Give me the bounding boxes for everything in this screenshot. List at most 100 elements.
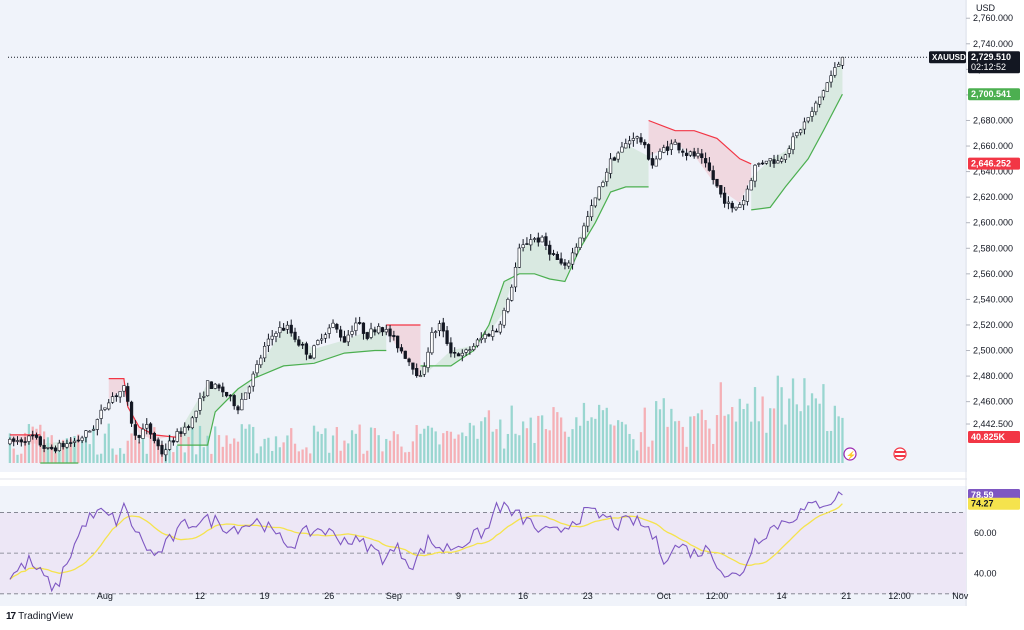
price-tick-label: 2,500.000	[973, 346, 1013, 356]
rsi-tick-label: 40.00	[974, 568, 997, 578]
time-axis[interactable]: Aug 12 19 26 Sep 9 16 23 Oct 12:00 14 21 12:00 Nov	[97, 591, 969, 601]
volume-bar	[609, 424, 612, 463]
candle-body	[707, 162, 712, 171]
candle-body	[772, 159, 776, 164]
volume-bar	[107, 423, 110, 463]
volume-bar	[674, 421, 677, 463]
volume-bar	[822, 384, 825, 463]
candle-body	[34, 434, 39, 438]
candle-body	[787, 148, 791, 154]
volume-bar	[103, 433, 107, 463]
candle-body	[358, 322, 362, 324]
candle-body	[167, 440, 172, 450]
candle-body	[384, 329, 388, 333]
candle-body	[453, 352, 457, 354]
rsi-ma-badge-bg	[968, 497, 1020, 510]
candle-body	[662, 147, 666, 153]
candle-body	[380, 327, 385, 333]
candle-body	[31, 434, 35, 437]
candle-body	[802, 121, 807, 130]
candle-body	[152, 432, 156, 442]
candle-body	[15, 440, 20, 442]
volume-bar	[445, 430, 449, 463]
time-tick-label: 12	[195, 591, 205, 601]
volume-bar	[419, 433, 422, 463]
candle-body	[806, 117, 810, 122]
volume-bar	[727, 414, 730, 463]
candle-body	[422, 366, 426, 375]
volume-bar	[586, 420, 589, 463]
volume-bar	[388, 440, 392, 463]
time-tick-label: 12:00	[706, 591, 729, 601]
supertrend-up-line	[420, 186, 649, 367]
volume-bar	[506, 433, 510, 463]
volume-bar	[301, 449, 304, 463]
candle-body	[669, 143, 674, 150]
candle-body	[369, 328, 373, 338]
candle-body	[502, 310, 506, 326]
volume-bar	[233, 438, 236, 463]
volume-badge: 40.825K	[971, 432, 1006, 442]
candle-body	[350, 331, 354, 335]
volume-bar	[297, 451, 300, 463]
volume-bar	[347, 443, 350, 463]
price-tick-label: 2,480.000	[973, 371, 1013, 381]
supertrend-up-fill	[177, 328, 387, 446]
price-tick-label: 2,740.000	[973, 39, 1013, 49]
time-tick-label: Nov	[952, 591, 969, 601]
candle-body	[403, 350, 407, 359]
candle-body	[635, 136, 639, 139]
candle-body	[141, 428, 145, 439]
candle-body	[57, 442, 61, 451]
volume-bar	[286, 435, 289, 463]
volume-bar	[544, 429, 548, 463]
candle-body	[586, 216, 590, 227]
candle-body	[103, 407, 107, 410]
candle-body	[437, 323, 442, 331]
volume-bar	[407, 451, 411, 463]
volume-bar	[282, 442, 285, 463]
candle-body	[601, 181, 605, 187]
time-axis-background	[0, 606, 1024, 630]
volume-bar	[362, 453, 365, 463]
volume-bar	[571, 429, 574, 463]
candle-body	[213, 383, 217, 389]
supertrend-down-fill	[648, 120, 752, 204]
candle-body	[354, 322, 358, 331]
volume-bar	[221, 446, 224, 463]
candle-body	[118, 391, 122, 398]
time-tick-label: Aug	[97, 591, 113, 601]
candle-body	[597, 186, 601, 200]
volume-bar	[533, 442, 536, 463]
price-tick-label: 2,460.000	[973, 397, 1013, 407]
volume-bar	[628, 433, 631, 463]
candle-body	[768, 158, 772, 162]
candle-body	[255, 364, 259, 374]
volume-bar	[138, 441, 141, 463]
volume-bar	[457, 434, 460, 463]
candle-body	[240, 398, 244, 411]
candle-body	[608, 158, 613, 174]
volume-bar	[548, 430, 551, 463]
volume-bar	[499, 419, 502, 463]
candle-body	[236, 406, 240, 411]
tradingview-logo[interactable]: 17 TradingView	[6, 611, 73, 622]
time-tick-label: 14	[777, 591, 787, 601]
candle-body	[339, 329, 343, 338]
candle-body	[749, 180, 753, 191]
volume-bar	[115, 454, 118, 463]
candle-body	[441, 322, 445, 332]
volume-bar	[157, 440, 160, 463]
time-tick-label: 12:00	[888, 591, 911, 601]
volume-bar	[12, 448, 15, 463]
volume-bar	[552, 407, 555, 463]
candle-body	[129, 401, 134, 424]
currency-label: USD	[976, 3, 996, 13]
candle-body	[551, 253, 556, 255]
volume-bar	[826, 431, 829, 463]
candle-body	[460, 352, 464, 357]
candle-body	[654, 158, 658, 167]
supertrend-up-badge-bg	[968, 88, 1020, 101]
candle-body	[570, 252, 575, 265]
